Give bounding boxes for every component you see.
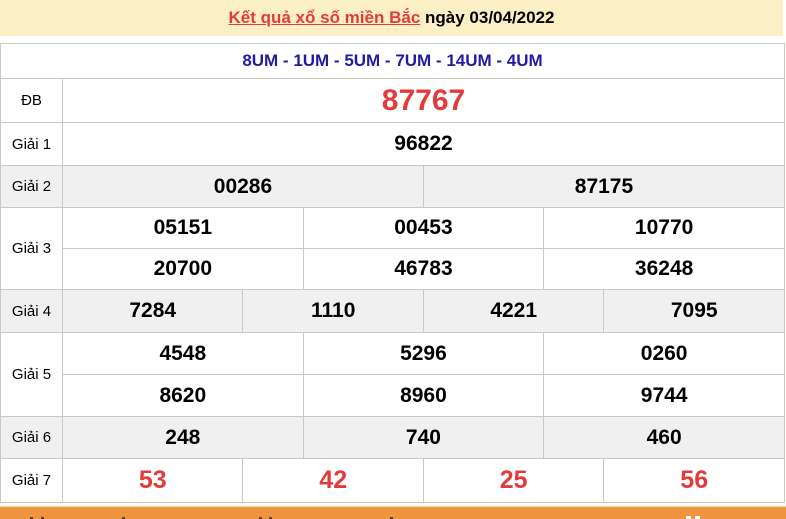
- g3-number-2: 00453: [302, 207, 545, 249]
- g3-number-6: 36248: [543, 248, 785, 290]
- g4-number-2: 1110: [242, 289, 424, 333]
- db-number: 87767: [62, 78, 785, 123]
- cutoff-text-mark: [41, 517, 44, 519]
- g2-label: Giải 2: [0, 165, 63, 208]
- row-special-prize: ĐB 87767: [0, 78, 785, 123]
- cutoff-text-mark: [122, 517, 125, 519]
- g6-number-1: 248: [62, 416, 304, 459]
- g2-number-1: 00286: [62, 165, 424, 208]
- g3-number-5: 46783: [302, 248, 545, 290]
- g5-number-3: 0260: [543, 332, 785, 375]
- g5-number-2: 5296: [302, 332, 545, 375]
- g7-number-1: 53: [61, 458, 244, 503]
- cutoff-text-mark: [686, 516, 691, 519]
- g2-number-2: 87175: [422, 165, 786, 208]
- cutoff-text-mark: [259, 517, 262, 519]
- g3-number-4: 20700: [62, 248, 304, 290]
- cutoff-text-mark: [269, 517, 272, 519]
- cutoff-text-mark: [695, 516, 700, 519]
- row-prize-3a: Giải 3 05151 00453 10770: [0, 207, 785, 290]
- row-prize-3b: 20700 46783 36248: [1, 248, 785, 290]
- g4-number-4: 7095: [603, 289, 785, 333]
- row-prize-6: Giải 6 248 740 460: [0, 416, 785, 459]
- g5-label: Giải 5: [0, 332, 63, 417]
- title-link[interactable]: Kết quả xổ số miền Bắc: [228, 8, 421, 27]
- g6-number-3: 460: [543, 416, 785, 459]
- g7-number-2: 42: [242, 458, 424, 503]
- page-title-banner: Kết quả xổ số miền Bắc ngày 03/04/2022: [0, 0, 783, 36]
- g7-label: Giải 7: [0, 458, 63, 503]
- next-section-header-bar: [0, 506, 786, 519]
- title-date: ngày 03/04/2022: [420, 8, 555, 27]
- g1-number: 96822: [62, 122, 785, 166]
- results-table: 8UM - 1UM - 5UM - 7UM - 14UM - 4UM ĐB 87…: [0, 43, 786, 503]
- db-label: ĐB: [0, 78, 63, 123]
- g5-number-6: 9744: [543, 374, 785, 417]
- schedule-text: 8UM - 1UM - 5UM - 7UM - 14UM - 4UM: [242, 51, 543, 70]
- g4-number-3: 4221: [422, 289, 605, 333]
- schedule-row: 8UM - 1UM - 5UM - 7UM - 14UM - 4UM: [0, 43, 785, 79]
- row-prize-4: Giải 4 7284 1110 4221 7095: [0, 289, 785, 333]
- g5-number-5: 8960: [302, 374, 545, 417]
- g4-label: Giải 4: [0, 289, 63, 333]
- g5-number-4: 8620: [62, 374, 304, 417]
- g1-label: Giải 1: [0, 122, 63, 166]
- g3-label: Giải 3: [0, 207, 63, 290]
- cutoff-text-mark: [30, 517, 33, 519]
- g5-number-1: 4548: [62, 332, 304, 375]
- g6-number-2: 740: [302, 416, 545, 459]
- row-prize-2: Giải 2 00286 87175: [0, 165, 786, 208]
- row-prize-7: Giải 7 53 42 25 56: [0, 458, 785, 503]
- g7-number-3: 25: [422, 458, 605, 503]
- g3-number-1: 05151: [62, 207, 304, 249]
- cutoff-text-mark: [390, 517, 393, 519]
- g7-number-4: 56: [603, 458, 785, 503]
- row-prize-5a: Giải 5 4548 5296 0260: [0, 332, 785, 417]
- row-prize-5b: 8620 8960 9744: [1, 374, 785, 417]
- row-prize-1: Giải 1 96822: [0, 122, 785, 166]
- schedule-cell: 8UM - 1UM - 5UM - 7UM - 14UM - 4UM: [0, 43, 785, 79]
- g3-number-3: 10770: [543, 207, 785, 249]
- g4-number-1: 7284: [61, 289, 244, 333]
- g6-label: Giải 6: [0, 416, 63, 459]
